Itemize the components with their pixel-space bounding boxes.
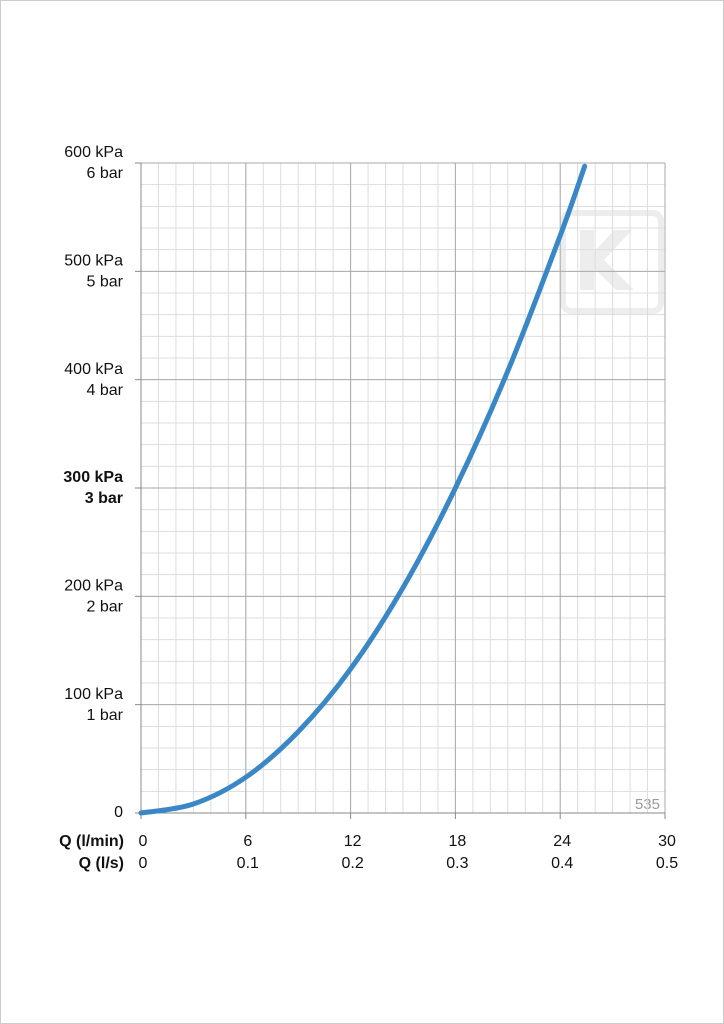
x2-tick-label: 0.2 (341, 855, 363, 872)
y2-tick-label: 4 bar (87, 382, 124, 399)
y-tick-label: 200 kPa (64, 578, 123, 595)
y-tick-label: 500 kPa (64, 253, 123, 270)
y2-tick-label: 1 bar (87, 707, 124, 724)
x-axis-label: Q (l/min) (59, 833, 124, 850)
x-tick-label: 30 (658, 833, 676, 850)
y2-tick-label: 2 bar (87, 599, 124, 616)
curve (138, 163, 588, 816)
x2-tick-label: 0.5 (656, 855, 678, 872)
x2-axis-label: Q (l/s) (79, 855, 124, 872)
x-tick-label: 0 (139, 833, 148, 850)
x2-tick-label: 0.4 (551, 855, 573, 872)
y-tick-label: 400 kPa (64, 361, 123, 378)
y-tick-label: 0 (114, 804, 123, 821)
x2-tick-label: 0 (139, 855, 148, 872)
x2-tick-label: 0.1 (237, 855, 259, 872)
grid (140, 162, 666, 814)
y2-tick-label: 6 bar (87, 165, 124, 182)
y-tick-label: 600 kPa (64, 144, 123, 161)
y-tick-label: 100 kPa (64, 686, 123, 703)
x-tick-label: 6 (243, 833, 252, 850)
y2-tick-label: 5 bar (87, 274, 124, 291)
x2-tick-label: 0.3 (446, 855, 468, 872)
x-tick-label: 24 (553, 833, 571, 850)
y-tick-label: 300 kPa (63, 469, 123, 486)
x-tick-label: 12 (344, 833, 362, 850)
y2-tick-label: 3 bar (85, 490, 123, 507)
watermark (560, 210, 664, 314)
x-tick-label: 18 (449, 833, 467, 850)
